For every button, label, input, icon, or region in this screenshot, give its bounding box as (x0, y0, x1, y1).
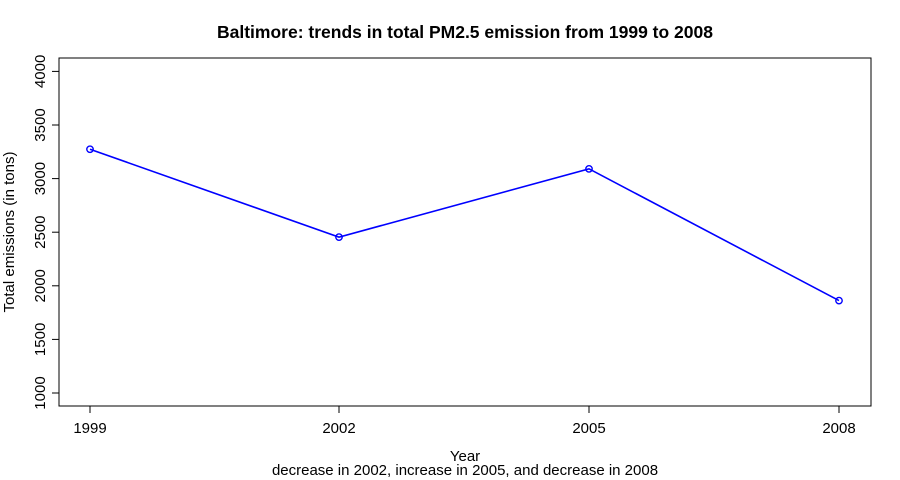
x-axis: 1999 2002 2005 2008 (73, 405, 856, 437)
x-tick-label: 1999 (73, 420, 106, 437)
plot-frame (58, 57, 872, 407)
x-tick-label: 2008 (822, 420, 855, 437)
y-tick-label: 3000 (32, 162, 49, 195)
y-tick-label: 4000 (32, 55, 49, 88)
chart-subtitle: decrease in 2002, increase in 2005, and … (272, 462, 658, 479)
data-point (86, 145, 94, 154)
y-tick-label: 2500 (32, 216, 49, 249)
y-tick-label: 1500 (32, 323, 49, 356)
series-layer (86, 145, 843, 305)
x-tick-label: 2005 (572, 420, 605, 437)
y-axis: 1000 1500 2000 2500 3000 3500 4000 (32, 55, 60, 410)
y-tick-label: 1000 (32, 376, 49, 409)
x-axis-label: Year (450, 448, 480, 465)
series-line (89, 148, 840, 302)
y-axis-label: Total emissions (in tons) (1, 152, 18, 313)
y-tick-label: 2000 (32, 269, 49, 302)
data-point (585, 164, 593, 173)
y-tick-label: 3500 (32, 108, 49, 141)
x-tick-label: 2002 (322, 420, 355, 437)
data-point (335, 233, 343, 242)
data-point (835, 296, 843, 305)
chart-title: Baltimore: trends in total PM2.5 emissio… (217, 22, 713, 42)
